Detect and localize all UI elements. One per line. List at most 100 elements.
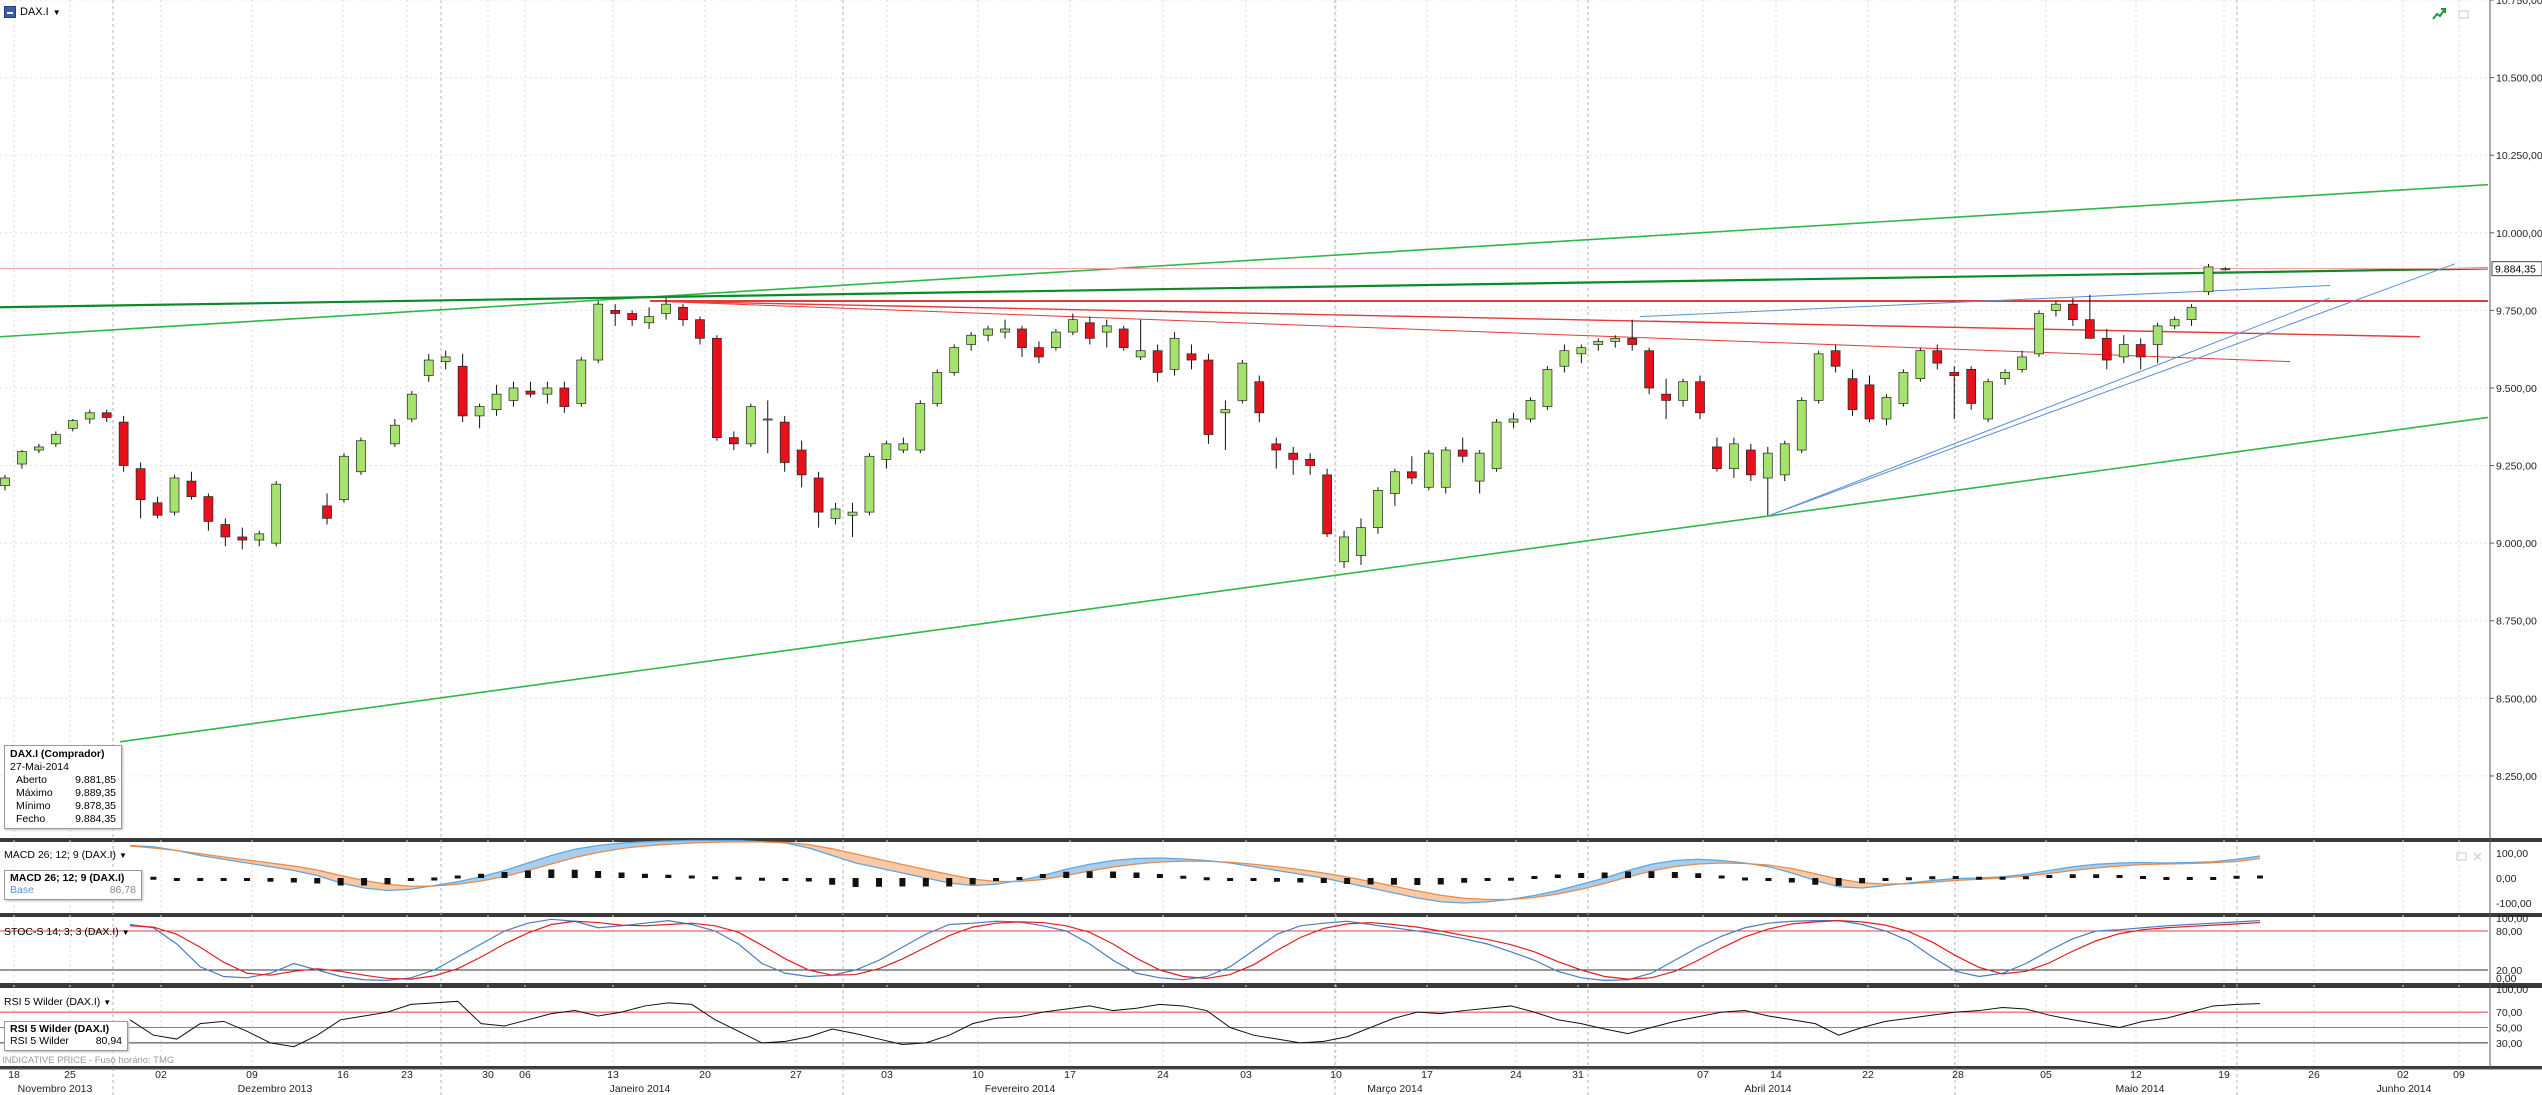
day-tick-label: 30 [482,1069,494,1081]
macd-fill [364,880,388,891]
symbol-label: DAX.I [20,6,49,18]
trendline [1769,263,2456,516]
candle-body [1661,393,1671,401]
macd-histogram-bar [618,872,625,878]
candle-body [1830,350,1841,367]
macd-fill [1604,870,1629,884]
rsi-legend-title: RSI 5 Wilder (DAX.I) [10,1023,110,1035]
macd-histogram-bar [173,878,180,881]
macd-histogram-bar [361,878,368,886]
trend-arrow-icon[interactable] [2432,7,2446,21]
candle-body [932,372,943,404]
macd-histogram-bar [1367,878,1374,885]
candle-body [915,403,926,451]
macd-panel-title[interactable]: MACD 26; 12; 9 (DAX.I) ▼ [4,849,127,861]
rsi-plot [0,1000,2488,1048]
macd-tick-label: -100,00 [2496,898,2532,910]
candle-body [1542,368,1553,407]
macd-histogram-bar [758,877,765,881]
panel-separator [0,838,2542,842]
day-tick-label: 22 [1862,1069,1874,1081]
candle-body [593,303,604,361]
candle-body [1423,452,1434,488]
candle-body [356,440,366,473]
candle-body [491,393,502,411]
candle-body [152,502,163,516]
panel-close-icon[interactable] [2471,850,2485,864]
candle-body [1695,381,1705,414]
candle-body [84,412,95,420]
macd-fill [1066,864,1090,876]
candle-body [1017,328,1027,348]
day-tick-label: 28 [1952,1069,1964,1081]
chevron-down-icon[interactable]: ▼ [52,7,61,17]
macd-signal-line [129,841,2261,901]
macd-histogram-bar [1297,878,1304,883]
candle-body [406,393,417,420]
macd-histogram-bar [1765,878,1772,881]
timezone-note: INDICATIVE PRICE - Fuso horário: TMG [2,1055,175,1066]
price-tick-label: 9.250,00 [2496,461,2537,473]
macd-histogram-bar [1390,878,1397,885]
candle-body [50,434,61,445]
macd-histogram-bar [712,876,719,880]
trendline [649,300,2421,338]
candle-body [1186,353,1197,361]
macd-histogram-bar [1905,877,1912,881]
stoch-panel-title[interactable]: STOC-S 14; 3; 3 (DAX.I) ▼ [4,926,130,938]
candle-body [1474,452,1485,482]
day-tick-label: 31 [1572,1069,1584,1081]
macd-histogram-bar [1952,876,1959,879]
trendline [649,300,2291,363]
macd-fill [1370,881,1394,893]
candle-body [271,483,282,544]
macd-histogram-bar [1976,876,1983,880]
macd-histogram-bar [1273,878,1280,882]
candle-body [1678,381,1688,401]
rsi-legend-label: RSI 5 Wilder [10,1035,69,1047]
candle-body [627,313,638,321]
macd-fill [808,844,833,856]
macd-histogram-bar [899,878,906,887]
trendline [119,416,2489,743]
macd-histogram-bar [1531,876,1538,879]
macd-fill [1674,859,1699,867]
candle-body [728,437,739,445]
macd-histogram-bar [1999,876,2006,880]
candle-body [1610,337,1621,342]
macd-histogram-bar [641,873,648,878]
macd-fill [2049,866,2073,874]
macd-fill [457,876,482,885]
macd-histogram-bar [2116,875,2123,878]
candle-body [135,468,146,501]
minimize-icon[interactable] [2457,7,2471,21]
day-tick-label: 24 [1510,1069,1522,1081]
candle-body [1101,325,1112,333]
rsi-panel-title[interactable]: RSI 5 Wilder (DAX.I) ▼ [4,996,112,1008]
candle-body [2169,319,2180,327]
candle-body [1576,347,1587,355]
macd-histogram-bar [1695,873,1702,878]
candle-body [1220,409,1231,414]
macd-histogram-bar [1742,877,1749,881]
macd-fill [644,841,669,846]
candle-body [525,390,536,395]
macd-histogram-bar [852,878,859,887]
candle-body [2101,337,2112,361]
trendline [0,267,2489,309]
price-tick-label: 10.250,00 [2496,150,2542,162]
macd-legend: MACD 26; 12; 9 (DAX.I) Base 86,78 [4,870,142,900]
macd-fill [504,863,528,877]
macd-histogram-bar [805,878,812,882]
candle-body [1915,350,1926,380]
macd-histogram-bar [2233,875,2240,879]
day-tick-label: 03 [1240,1069,1252,1081]
macd-histogram-bar [1016,877,1023,880]
symbol-selector[interactable]: DAX.I ▼ [4,4,61,20]
macd-histogram-bar [1882,878,1889,881]
rsi-line [129,1000,2261,1048]
panel-restore-icon[interactable] [2455,850,2469,864]
day-tick-label: 14 [1770,1069,1782,1081]
